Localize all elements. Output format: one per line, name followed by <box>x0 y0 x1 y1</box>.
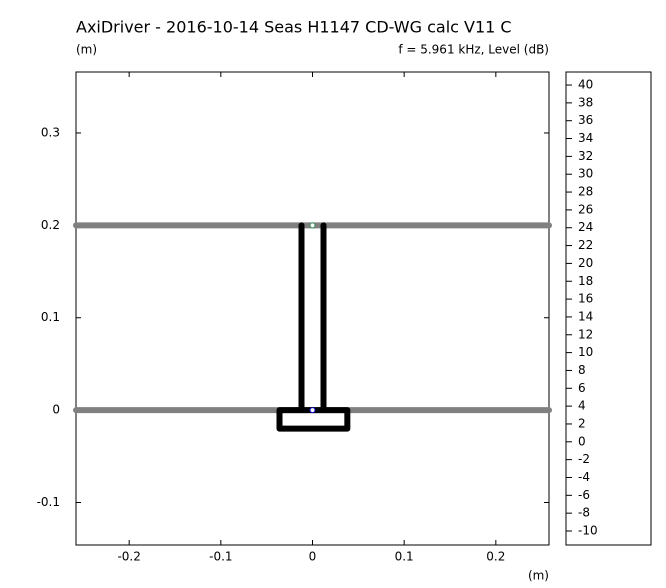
colorbar-tick-label: 36 <box>578 113 593 127</box>
colorbar-tick-label: 38 <box>578 95 593 109</box>
y-tick-label: 0.3 <box>41 125 60 139</box>
y-tick-label: 0 <box>52 403 60 417</box>
x-tick-label: 0 <box>309 550 317 564</box>
plot-frame <box>75 71 550 546</box>
colorbar-tick-label: 18 <box>578 274 593 288</box>
y-axis-label: (m) <box>76 43 97 57</box>
colorbar-tick-label: 40 <box>578 78 593 92</box>
x-tick-label: -0.1 <box>209 550 232 564</box>
colorbar-tick-label: 34 <box>578 131 593 145</box>
colorbar-tick-label: 14 <box>578 309 593 323</box>
colorbar-tick-label: 24 <box>578 220 593 234</box>
colorbar-tick-label: 30 <box>578 167 593 181</box>
colorbar-tick-label: 6 <box>578 381 586 395</box>
colorbar-tick-label: -10 <box>578 523 598 537</box>
colorbar-tick-label: 20 <box>578 256 593 270</box>
colorbar-tick-label: 26 <box>578 202 593 216</box>
colorbar-tick-label: 2 <box>578 416 586 430</box>
x-tick-label: 0.1 <box>395 550 414 564</box>
y-tick-label: 0.2 <box>41 218 60 232</box>
colorbar-tick-label: 8 <box>578 363 586 377</box>
shape-line <box>276 407 351 432</box>
colorbar-tick-label: -4 <box>578 470 590 484</box>
y-tick-label: -0.1 <box>37 495 60 509</box>
colorbar-tick-label: 4 <box>578 399 586 413</box>
colorbar-tick-label: -2 <box>578 452 590 466</box>
colorbar-tick-label: -6 <box>578 488 590 502</box>
colorbar-tick-label: 22 <box>578 238 593 252</box>
marker <box>309 407 316 414</box>
chart-title: AxiDriver - 2016-10-14 Seas H1147 CD-WG … <box>76 18 512 37</box>
colorbar-tick-label: 28 <box>578 185 593 199</box>
colorbar-tick-label: 12 <box>578 327 593 341</box>
colorbar-tick-label: 10 <box>578 345 593 359</box>
x-tick-label: 0.2 <box>486 550 505 564</box>
colorbar-frame <box>565 71 652 546</box>
colorbar-tick-label: 0 <box>578 434 586 448</box>
colorbar-tick-label: 32 <box>578 149 593 163</box>
subtitle: f = 5.961 kHz, Level (dB) <box>398 43 549 57</box>
x-axis-label: (m) <box>528 569 549 583</box>
colorbar-tick-label: -8 <box>578 506 590 520</box>
y-tick-label: 0.1 <box>41 310 60 324</box>
marker <box>309 222 316 229</box>
x-tick-label: -0.2 <box>117 550 140 564</box>
colorbar-tick-label: 16 <box>578 292 593 306</box>
